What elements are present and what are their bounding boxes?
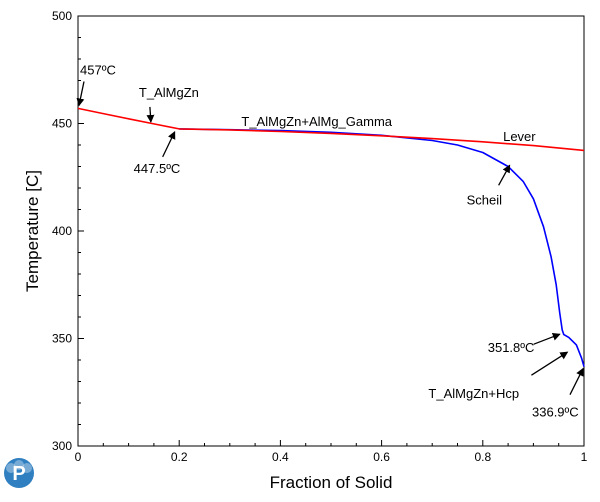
- x-tick-label: 0.4: [272, 450, 289, 464]
- x-tick-label: 0.6: [373, 450, 390, 464]
- y-tick-label: 500: [52, 9, 72, 23]
- x-tick-label: 1: [581, 450, 588, 464]
- series-group: [77, 107, 585, 367]
- annotation-arrow: [498, 164, 511, 186]
- annotation-arrow: [533, 332, 561, 345]
- logo-letter: P: [12, 463, 25, 485]
- x-tick-label: 0.2: [171, 450, 188, 464]
- y-axis-title: Temperature [C]: [23, 170, 42, 292]
- annotation-label: T_AlMgZn: [139, 85, 199, 100]
- y-tick-label: 300: [52, 439, 72, 453]
- x-tick-label: 0.8: [474, 450, 491, 464]
- annotation-label: 447.5ºC: [134, 161, 181, 176]
- annotation-arrow: [569, 367, 584, 395]
- y-tick-label: 350: [52, 332, 72, 346]
- x-axis-title: Fraction of Solid: [270, 473, 393, 492]
- y-tick-label: 450: [52, 117, 72, 131]
- x-tick-label: 0: [75, 450, 82, 464]
- annotation-arrow: [76, 81, 85, 107]
- annotation-label: 336.9ºC: [532, 405, 579, 420]
- annotation-label: Scheil: [467, 192, 503, 207]
- annotation-arrow: [531, 351, 569, 376]
- x-ticks: 0 0.2 0.4 0.6 0.8 1: [75, 440, 588, 464]
- annotation-arrow: [162, 130, 176, 158]
- annotation-label: T_AlMgZn+AlMg_Gamma: [241, 114, 392, 129]
- series-line-lever: [77, 107, 585, 152]
- y-tick-label: 400: [52, 224, 72, 238]
- y-ticks: 500 450 400 350 300: [52, 9, 84, 453]
- annotation-label: 457ºC: [80, 62, 116, 77]
- annotation-label: T_AlMgZn+Hcp: [428, 386, 519, 401]
- annotation-arrow: [146, 106, 155, 123]
- logo-icon: P: [4, 458, 34, 488]
- plot-frame: [77, 15, 585, 447]
- annotations-group: 457ºC T_AlMgZn 447.5ºC T_AlMgZn+AlMg_Gamma L…: [76, 62, 584, 420]
- series-line-scheil: [179, 128, 585, 367]
- annotation-label: 351.8ºC: [488, 340, 535, 355]
- annotation-label: Lever: [503, 129, 536, 144]
